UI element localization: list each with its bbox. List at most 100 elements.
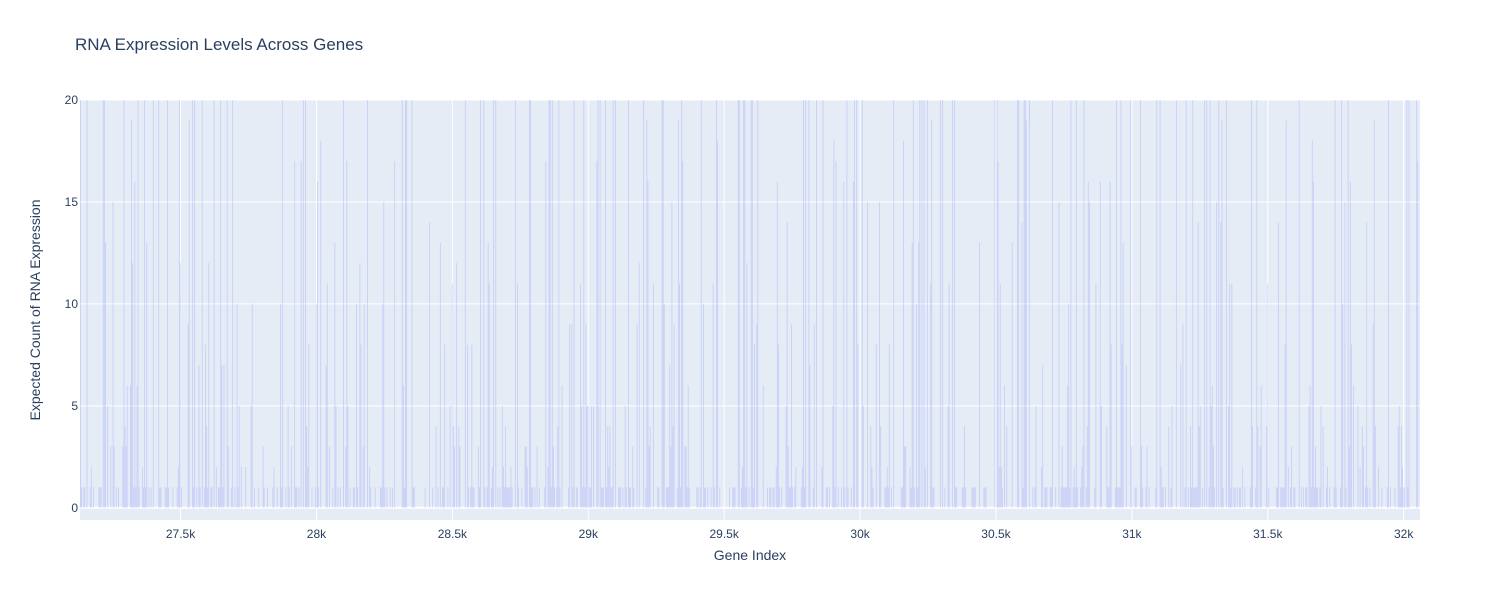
bar <box>166 100 168 508</box>
bar <box>490 487 492 508</box>
bar <box>593 405 595 508</box>
bar <box>332 487 334 508</box>
bar <box>700 100 702 508</box>
bar <box>1145 487 1147 508</box>
bar <box>880 426 882 508</box>
bar <box>1310 487 1312 508</box>
bar <box>716 100 717 508</box>
bar <box>1115 487 1116 508</box>
bar <box>886 466 888 508</box>
bar <box>1319 487 1321 508</box>
bar <box>1130 100 1132 508</box>
bar <box>909 466 911 508</box>
bar <box>742 466 744 508</box>
bar <box>999 283 1001 508</box>
bar <box>281 487 283 508</box>
bar <box>428 222 430 508</box>
bar <box>1211 385 1213 508</box>
bar <box>135 487 137 508</box>
bar <box>636 324 638 508</box>
bar <box>589 487 591 508</box>
bar <box>102 100 104 508</box>
bar <box>1118 487 1120 508</box>
bar <box>652 283 654 508</box>
bar <box>367 100 368 508</box>
bar <box>1281 487 1283 508</box>
bar <box>237 487 239 508</box>
bar <box>335 405 337 508</box>
bar <box>505 426 507 508</box>
bar <box>1060 487 1062 508</box>
bar <box>672 426 674 508</box>
bar <box>432 487 434 508</box>
bar <box>618 487 620 508</box>
bar <box>1325 487 1327 508</box>
bar <box>1268 487 1270 508</box>
bar <box>370 487 372 508</box>
bar <box>1228 405 1230 508</box>
bar <box>913 487 915 508</box>
bar <box>518 487 520 508</box>
bar <box>201 100 203 508</box>
bar <box>885 487 887 508</box>
bar <box>1357 405 1359 508</box>
x-tick-label: 30.5k <box>981 527 1011 541</box>
bar <box>524 446 526 508</box>
bar <box>483 100 485 508</box>
bar <box>587 405 589 508</box>
bar <box>1212 446 1214 508</box>
bar <box>1070 100 1072 508</box>
bar <box>1347 100 1349 508</box>
bar <box>719 487 721 508</box>
bar <box>300 161 302 508</box>
bar <box>250 405 252 508</box>
bar <box>203 487 205 508</box>
bar <box>525 446 527 508</box>
bar <box>624 405 626 508</box>
bar <box>919 100 921 508</box>
bar <box>835 161 837 508</box>
bar <box>600 487 602 508</box>
bar <box>196 487 198 508</box>
bar <box>687 385 689 508</box>
bar <box>1312 181 1314 508</box>
bar <box>413 487 415 508</box>
bar <box>557 426 559 508</box>
bar <box>961 487 963 508</box>
bar <box>657 487 659 508</box>
bar <box>901 487 903 508</box>
bar <box>103 100 105 508</box>
bar <box>610 487 612 508</box>
bar <box>638 263 640 508</box>
bar <box>1403 487 1405 508</box>
x-tick-label: 31k <box>1122 527 1142 541</box>
bar <box>497 487 499 508</box>
bar <box>559 487 561 508</box>
bar <box>1100 405 1102 508</box>
bar <box>1041 466 1043 508</box>
bar <box>451 283 453 508</box>
bar <box>160 487 162 508</box>
bar <box>1086 426 1088 508</box>
bar <box>502 466 504 508</box>
bar <box>1082 446 1084 508</box>
bar <box>456 263 458 508</box>
bar <box>411 100 413 508</box>
bar <box>1340 487 1341 508</box>
bar <box>532 487 534 508</box>
bar <box>1386 487 1388 508</box>
bar <box>287 405 289 508</box>
bar <box>238 405 240 508</box>
bar <box>320 140 322 508</box>
bar <box>492 466 493 508</box>
bar <box>997 161 999 508</box>
bar <box>382 303 384 508</box>
bar <box>113 446 115 508</box>
bar <box>1244 487 1246 508</box>
bar <box>916 303 917 508</box>
bar <box>804 487 805 508</box>
bar <box>984 487 986 508</box>
bar <box>98 487 100 508</box>
bar <box>1046 487 1048 508</box>
bar <box>130 385 131 508</box>
